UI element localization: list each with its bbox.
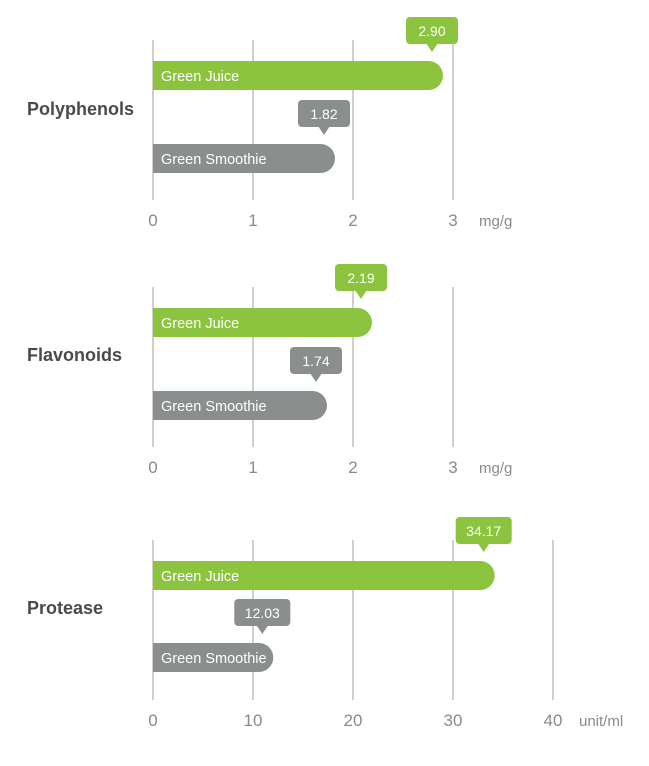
value-callout: [406, 17, 458, 44]
value-label: 2.90: [418, 23, 445, 39]
axis-unit-label: mg/g: [479, 460, 512, 477]
tick-label: 0: [148, 458, 157, 477]
value-callout: [335, 264, 387, 291]
tick-label: 2: [348, 458, 357, 477]
value-label: 2.19: [347, 270, 374, 286]
bar-series-label: Green Juice: [161, 316, 239, 332]
value-callout-pointer: [426, 43, 438, 52]
bar-green-juice: [153, 61, 443, 90]
value-callout-pointer: [477, 543, 490, 552]
axis-unit-label: mg/g: [479, 213, 512, 230]
tick-label: 20: [344, 711, 363, 730]
tick-label: 1: [248, 458, 257, 477]
bar-series-label: Green Juice: [161, 569, 239, 585]
category-label: Flavonoids: [27, 345, 122, 365]
tick-label: 3: [448, 458, 457, 477]
value-callout-pointer: [256, 625, 269, 634]
value-callout-pointer: [310, 373, 322, 382]
bar-series-label: Green Juice: [161, 69, 239, 85]
value-callout: [290, 347, 342, 374]
tick-label: 3: [448, 211, 457, 230]
bar-green-smoothie: [153, 643, 274, 672]
category-label: Protease: [27, 598, 103, 618]
value-callout: [455, 517, 512, 544]
tick-label: 30: [444, 711, 463, 730]
value-callout: [234, 599, 291, 626]
bar-series-label: Green Smoothie: [161, 651, 267, 667]
value-callout-pointer: [355, 290, 367, 299]
tick-label: 0: [148, 711, 157, 730]
tick-label: 10: [244, 711, 263, 730]
value-label: 12.03: [245, 605, 280, 621]
value-label: 34.17: [466, 523, 501, 539]
value-label: 1.82: [310, 106, 337, 122]
bar-green-juice: [153, 308, 372, 337]
tick-label: 40: [544, 711, 563, 730]
bar-series-label: Green Smoothie: [161, 399, 267, 415]
bar-series-label: Green Smoothie: [161, 152, 267, 168]
axis-unit-label: unit/ml: [579, 713, 623, 730]
category-label: Polyphenols: [27, 99, 134, 119]
bar-green-juice: [153, 561, 495, 590]
tick-label: 2: [348, 211, 357, 230]
tick-label: 0: [148, 211, 157, 230]
value-label: 1.74: [302, 353, 329, 369]
bar-green-smoothie: [153, 144, 335, 173]
bar-green-smoothie: [153, 391, 327, 420]
value-callout: [298, 100, 350, 127]
tick-label: 1: [248, 211, 257, 230]
value-callout-pointer: [318, 126, 330, 135]
